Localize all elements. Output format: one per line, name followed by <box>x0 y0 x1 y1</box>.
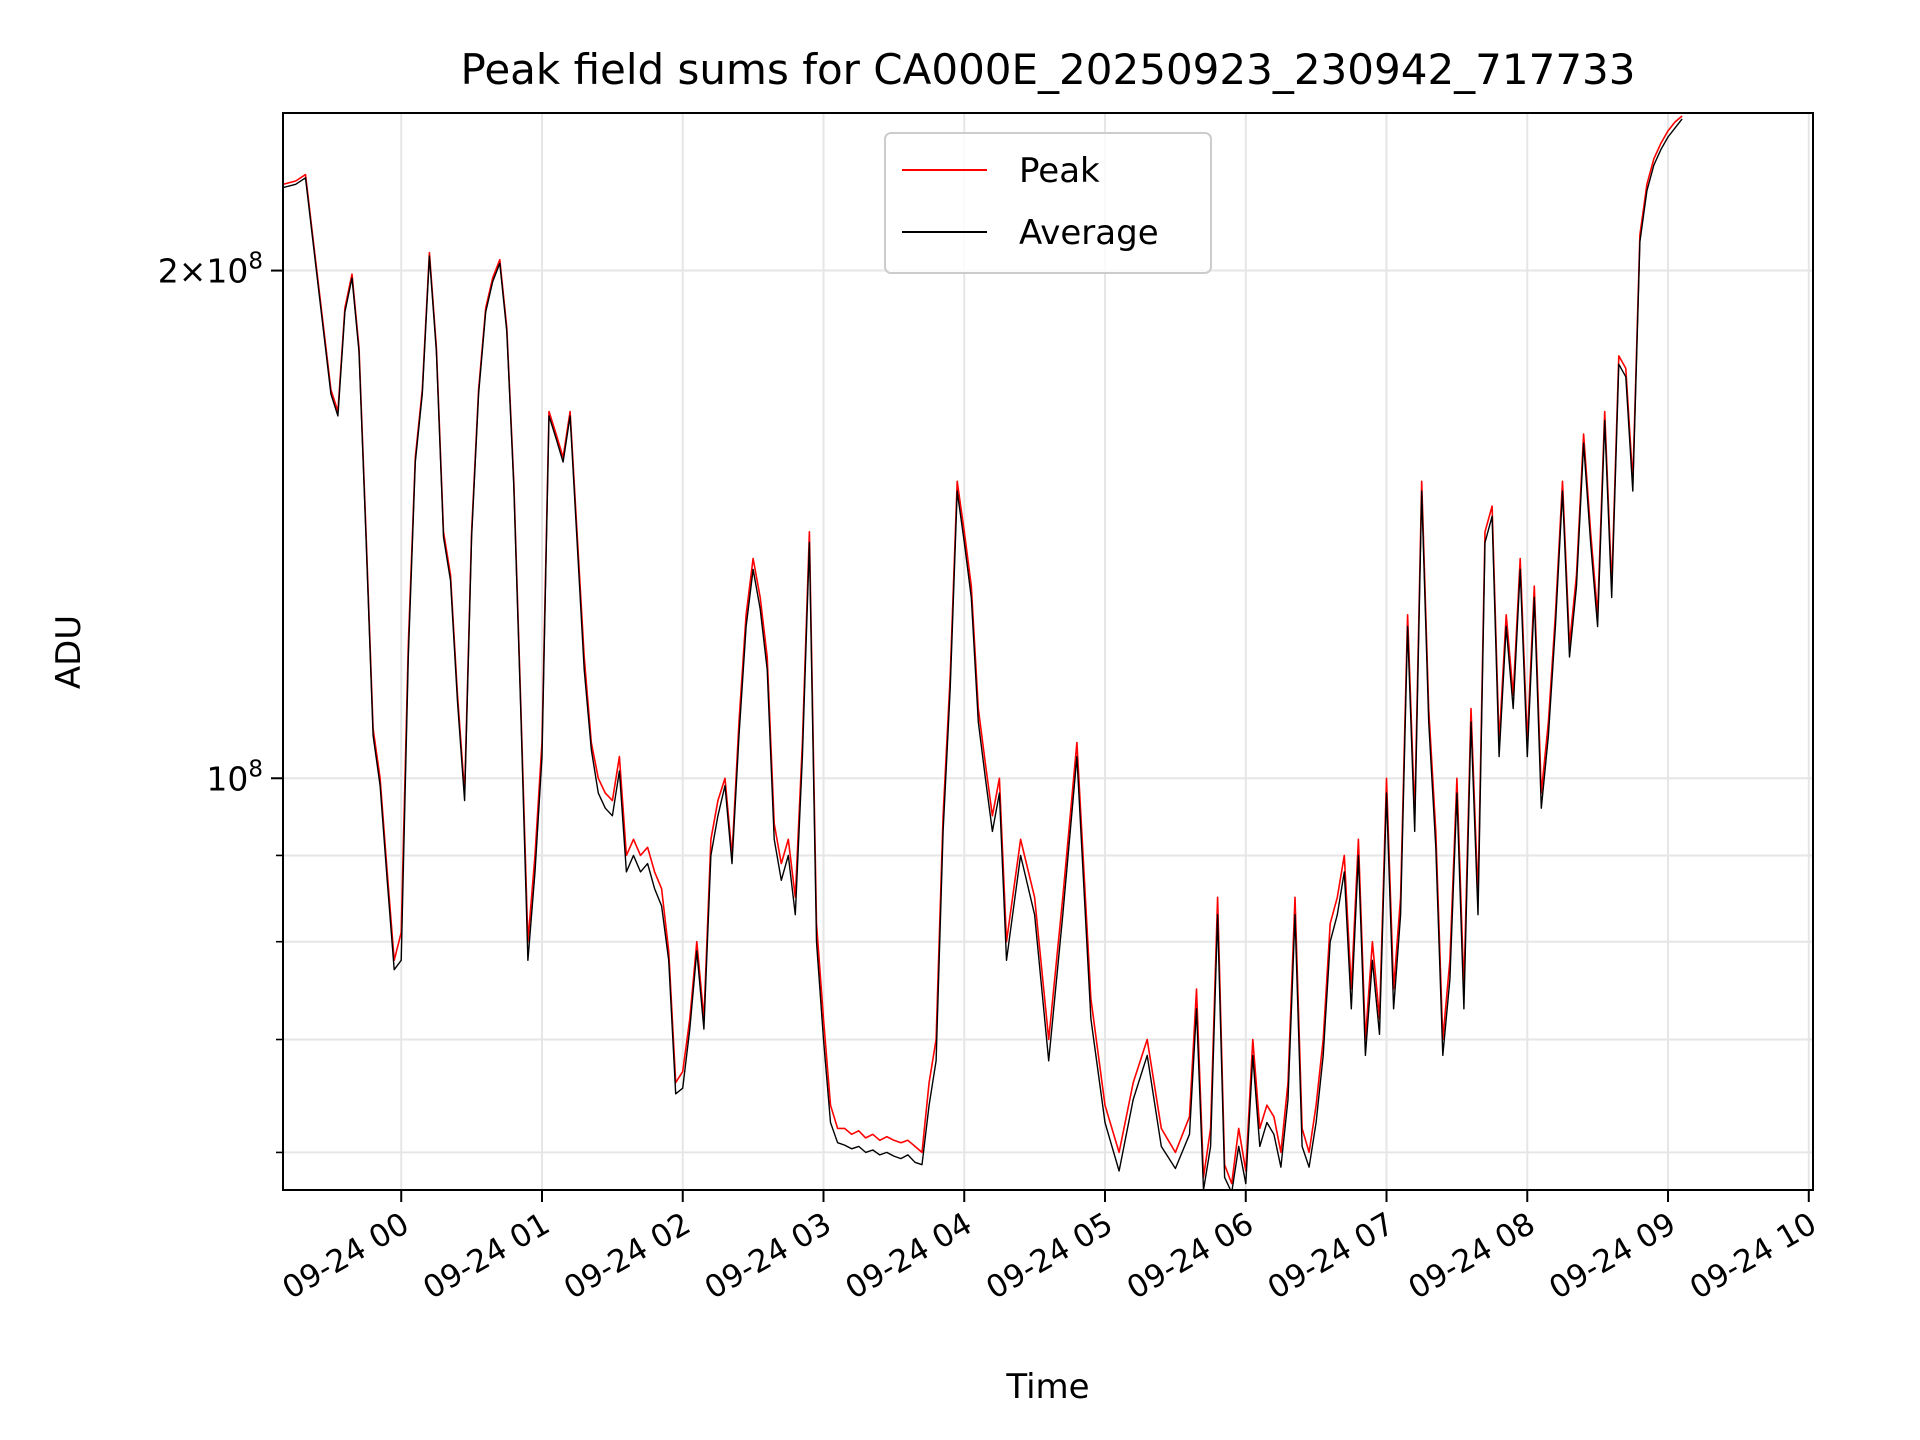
y-tick-label: 108 <box>206 756 263 798</box>
plot-frame <box>282 112 1814 1191</box>
legend-label-peak: Peak <box>1019 151 1100 191</box>
legend-label-average: Average <box>1019 213 1159 253</box>
legend-box <box>884 132 1212 274</box>
legend: Peak Average <box>884 132 1212 274</box>
chart-title: Peak field sums for CA000E_20250923_2309… <box>461 45 1636 94</box>
y-axis-ticks: 108 2×108 <box>158 249 283 1154</box>
x-axis-label: Time <box>1005 1367 1089 1407</box>
grid-lines <box>283 113 1813 1190</box>
y-axis-label: ADU <box>49 615 89 689</box>
series-layer <box>283 115 1683 1190</box>
y-tick-label: 2×108 <box>158 249 263 291</box>
series-line-average <box>283 118 1683 1190</box>
